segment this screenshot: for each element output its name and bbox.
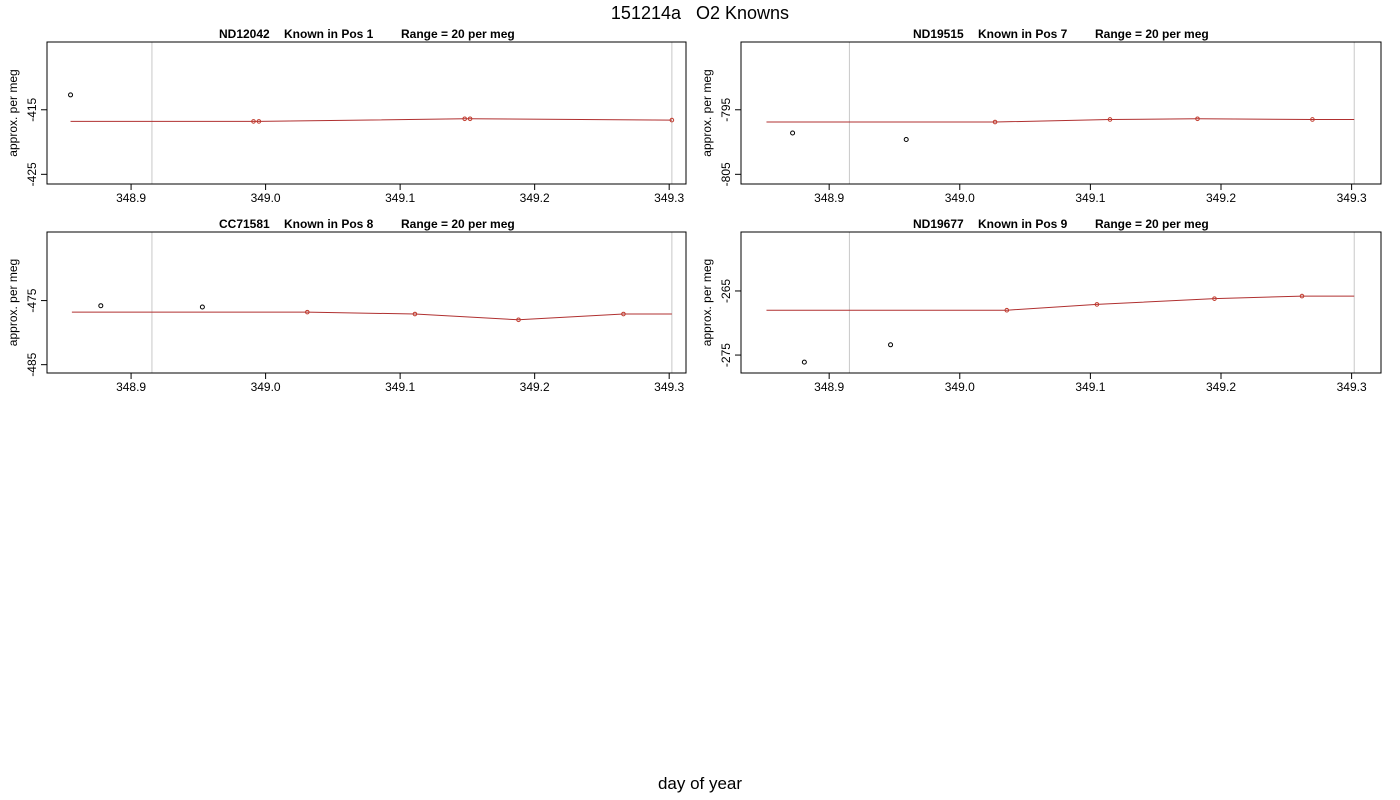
panel-frame [46, 231, 687, 374]
x-tick-label: 349.2 [520, 380, 550, 394]
fit-line [70, 118, 672, 122]
figure-title: 151214a O2 Knowns [610, 3, 790, 23]
y-tick-label: -795 [719, 97, 733, 121]
x-tick-label: 348.9 [116, 191, 146, 205]
raw-data-point [199, 304, 205, 310]
y-axis-label: approx. per meg [700, 259, 714, 346]
fit-data-point [467, 116, 473, 122]
x-tick-label: 349.1 [385, 380, 415, 394]
fit-line [71, 311, 672, 321]
panel-title-part: Range = 20 per meg [1095, 217, 1209, 231]
x-tick-label: 349.2 [1206, 191, 1236, 205]
panel-title-part: Range = 20 per meg [401, 27, 515, 41]
x-tick-label: 349.2 [520, 191, 550, 205]
x-tick-label: 348.9 [814, 380, 844, 394]
panel-title-part: Known in Pos 1 [284, 27, 374, 41]
x-tick-label: 349.1 [1075, 380, 1105, 394]
fit-data-point [462, 116, 468, 122]
fit-data-point [1310, 117, 1315, 122]
x-tick-label: 349.0 [945, 380, 975, 394]
fit-data-point [669, 117, 675, 123]
x-tick-label: 349.2 [1206, 380, 1236, 394]
y-tick-label: -275 [719, 343, 733, 367]
panel-4: 348.9 349.0 349.1 349.2 349.3 -265 -275 approx.… [700, 217, 1382, 394]
panel-title-part: Range = 20 per meg [401, 217, 515, 231]
panel-1: 348.9 349.0 349.1 349.2 349.3 -415 -425 approx.… [6, 27, 687, 205]
y-tick-label: -475 [25, 288, 39, 312]
panel-title-part: Known in Pos 7 [978, 27, 1068, 41]
panel-title-part: ND12042 [219, 27, 270, 41]
x-tick-label: 348.9 [116, 380, 146, 394]
panel-title-part: ND19515 [913, 27, 964, 41]
panel-title-part: Range = 20 per meg [1095, 27, 1209, 41]
x-axis-label: day of year [657, 774, 743, 793]
panel-title-part: Known in Pos 8 [284, 217, 374, 231]
fit-data-point [1094, 302, 1100, 307]
raw-data-point [801, 359, 807, 365]
y-axis-label: approx. per meg [6, 259, 20, 346]
x-tick-label: 348.9 [814, 191, 844, 205]
raw-data-point [903, 136, 909, 142]
panel-3: 348.9 349.0 349.1 349.2 349.3 -475 -485 approx.… [6, 217, 687, 394]
raw-data-point [888, 342, 894, 348]
raw-data-point [68, 92, 74, 98]
fit-data-point [1299, 293, 1305, 299]
y-tick-label: -805 [719, 162, 733, 186]
y-axis-label: approx. per meg [6, 69, 20, 156]
panel-frame [46, 41, 687, 185]
x-tick-label: 349.1 [385, 191, 415, 205]
raw-data-point [790, 130, 796, 136]
y-tick-label: -415 [25, 97, 39, 121]
x-tick-label: 349.3 [1337, 191, 1367, 205]
fit-data-point [1195, 116, 1200, 122]
panel-title-part: Known in Pos 9 [978, 217, 1068, 231]
fit-data-point [1212, 296, 1217, 301]
panel-title-part: ND19677 [913, 217, 964, 231]
x-tick-label: 349.0 [251, 380, 281, 394]
x-tick-label: 349.3 [654, 191, 684, 205]
y-tick-label: -425 [25, 162, 39, 186]
panel-2: 348.9 349.0 349.1 349.2 349.3 -795 -805 approx.… [700, 27, 1382, 205]
raw-data-point [98, 303, 104, 309]
fit-data-point [621, 311, 626, 317]
x-tick-label: 349.3 [654, 380, 684, 394]
panel-frame [740, 231, 1382, 374]
fit-data-point [1004, 307, 1010, 313]
fit-data-point [992, 119, 998, 125]
x-tick-label: 349.1 [1075, 191, 1105, 205]
fit-line [766, 295, 1355, 311]
x-tick-label: 349.0 [945, 191, 975, 205]
fit-data-point [412, 311, 418, 317]
y-tick-label: -265 [719, 279, 733, 303]
fit-data-point [1107, 117, 1113, 122]
fit-data-point [305, 309, 310, 315]
y-tick-label: -485 [25, 352, 39, 376]
panel-frame [740, 41, 1382, 185]
fit-data-point [251, 119, 256, 124]
fit-data-point [516, 317, 521, 323]
fit-data-point [256, 119, 262, 124]
x-tick-label: 349.3 [1337, 380, 1367, 394]
y-axis-label: approx. per meg [700, 69, 714, 156]
panel-title-part: CC71581 [219, 217, 270, 231]
fit-line [766, 118, 1355, 123]
x-tick-label: 349.0 [251, 191, 281, 205]
